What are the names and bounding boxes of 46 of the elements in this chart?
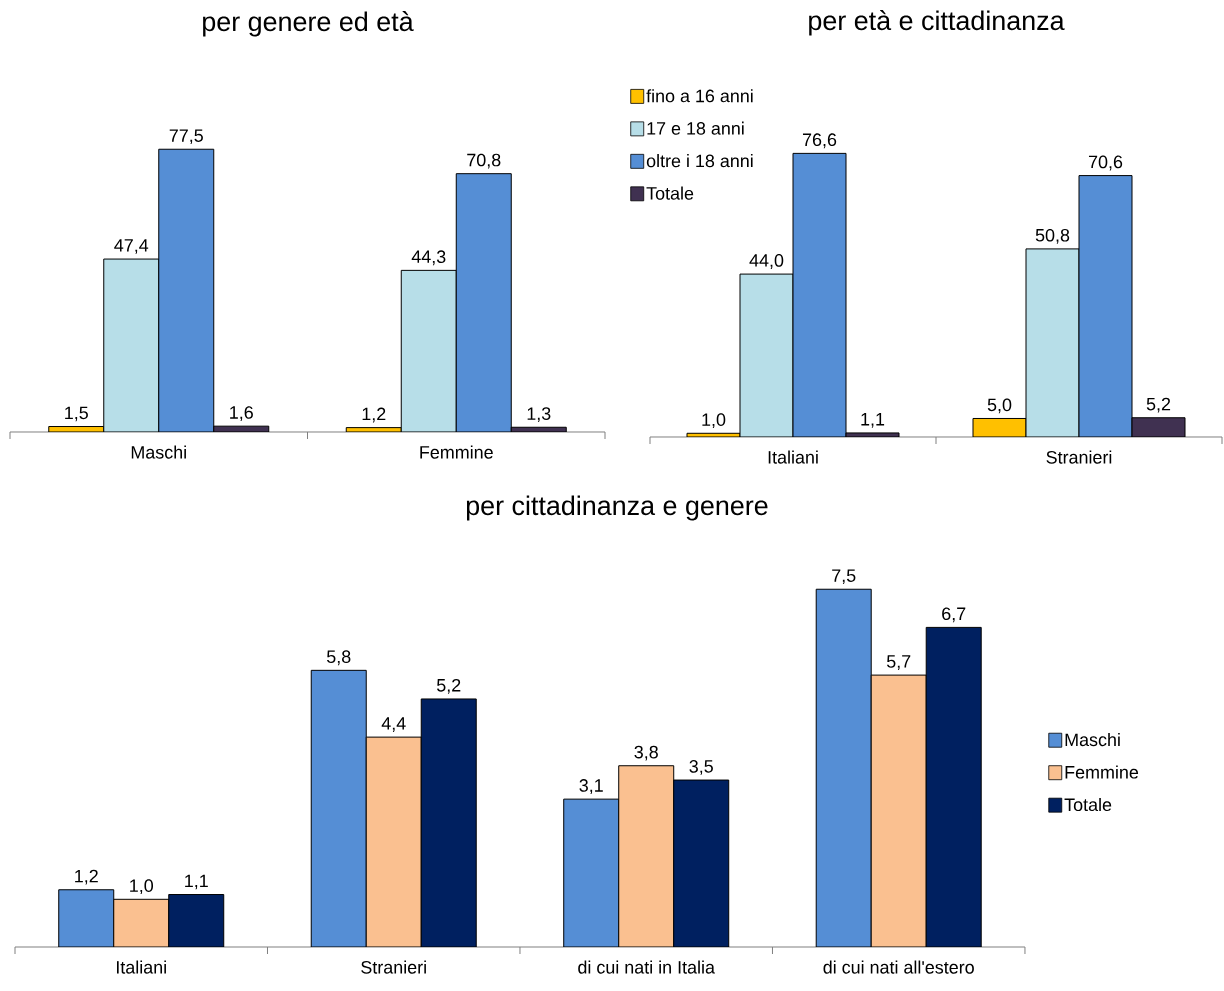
data-label: 1,0: [702, 413, 726, 429]
x-tick-label: Femmine: [420, 445, 493, 459]
data-label: 3,5: [689, 760, 713, 775]
data-label: 44,0: [749, 254, 784, 269]
data-label: 50,8: [1035, 228, 1070, 244]
x-tick-label: di cui nati all'estero: [823, 960, 974, 974]
chart-title: per genere ed età: [203, 11, 414, 37]
data-label: 1,0: [130, 879, 154, 895]
chart-title: per età e cittadinanza: [809, 10, 1065, 36]
data-label: 6,7: [942, 607, 966, 623]
x-tick-label: Maschi: [131, 445, 186, 459]
data-label: 1,1: [861, 413, 885, 428]
data-label: 1,2: [75, 869, 98, 885]
data-label: 1,5: [65, 406, 88, 422]
data-label: 1,1: [185, 874, 208, 890]
x-tick-label: Stranieri: [1046, 450, 1112, 464]
legend-label: Femmine: [1065, 765, 1139, 779]
data-label: 5,0: [987, 398, 1012, 414]
legend-label: Totale: [1064, 797, 1112, 812]
data-label: 1,6: [230, 406, 253, 421]
data-label: 44,3: [411, 250, 446, 266]
data-label: 1,2: [362, 407, 386, 423]
legend-label: fino a 16 anni: [646, 89, 753, 103]
legend-label: oltre i 18 anni: [646, 154, 753, 168]
x-tick-label: Stranieri: [361, 960, 426, 974]
x-tick-label: di cui nati in Italia: [578, 960, 715, 974]
data-label: 76,6: [802, 133, 837, 149]
data-label: 5,8: [326, 650, 351, 666]
data-label: 70,6: [1088, 155, 1123, 171]
data-label: 70,8: [467, 153, 501, 169]
data-label: 4,4: [381, 717, 406, 732]
legend-label: Maschi: [1065, 732, 1120, 747]
data-label: 5,7: [886, 655, 911, 670]
data-label: 47,4: [114, 239, 149, 254]
legend-label: Totale: [646, 186, 694, 200]
data-label: 5,2: [1146, 397, 1171, 413]
data-label: 7,5: [832, 569, 856, 585]
legend-label: 17 e 18 anni: [647, 121, 744, 135]
x-tick-label: Italiani: [116, 960, 166, 974]
data-label: 5,2: [436, 678, 461, 694]
data-label: 3,1: [579, 779, 603, 794]
chart-title: per cittadinanza e genere: [466, 495, 768, 521]
data-label: 1,3: [527, 407, 551, 423]
data-label: 3,8: [634, 745, 658, 761]
x-tick-label: Italiani: [768, 450, 818, 464]
data-label: 77,5: [169, 129, 203, 145]
